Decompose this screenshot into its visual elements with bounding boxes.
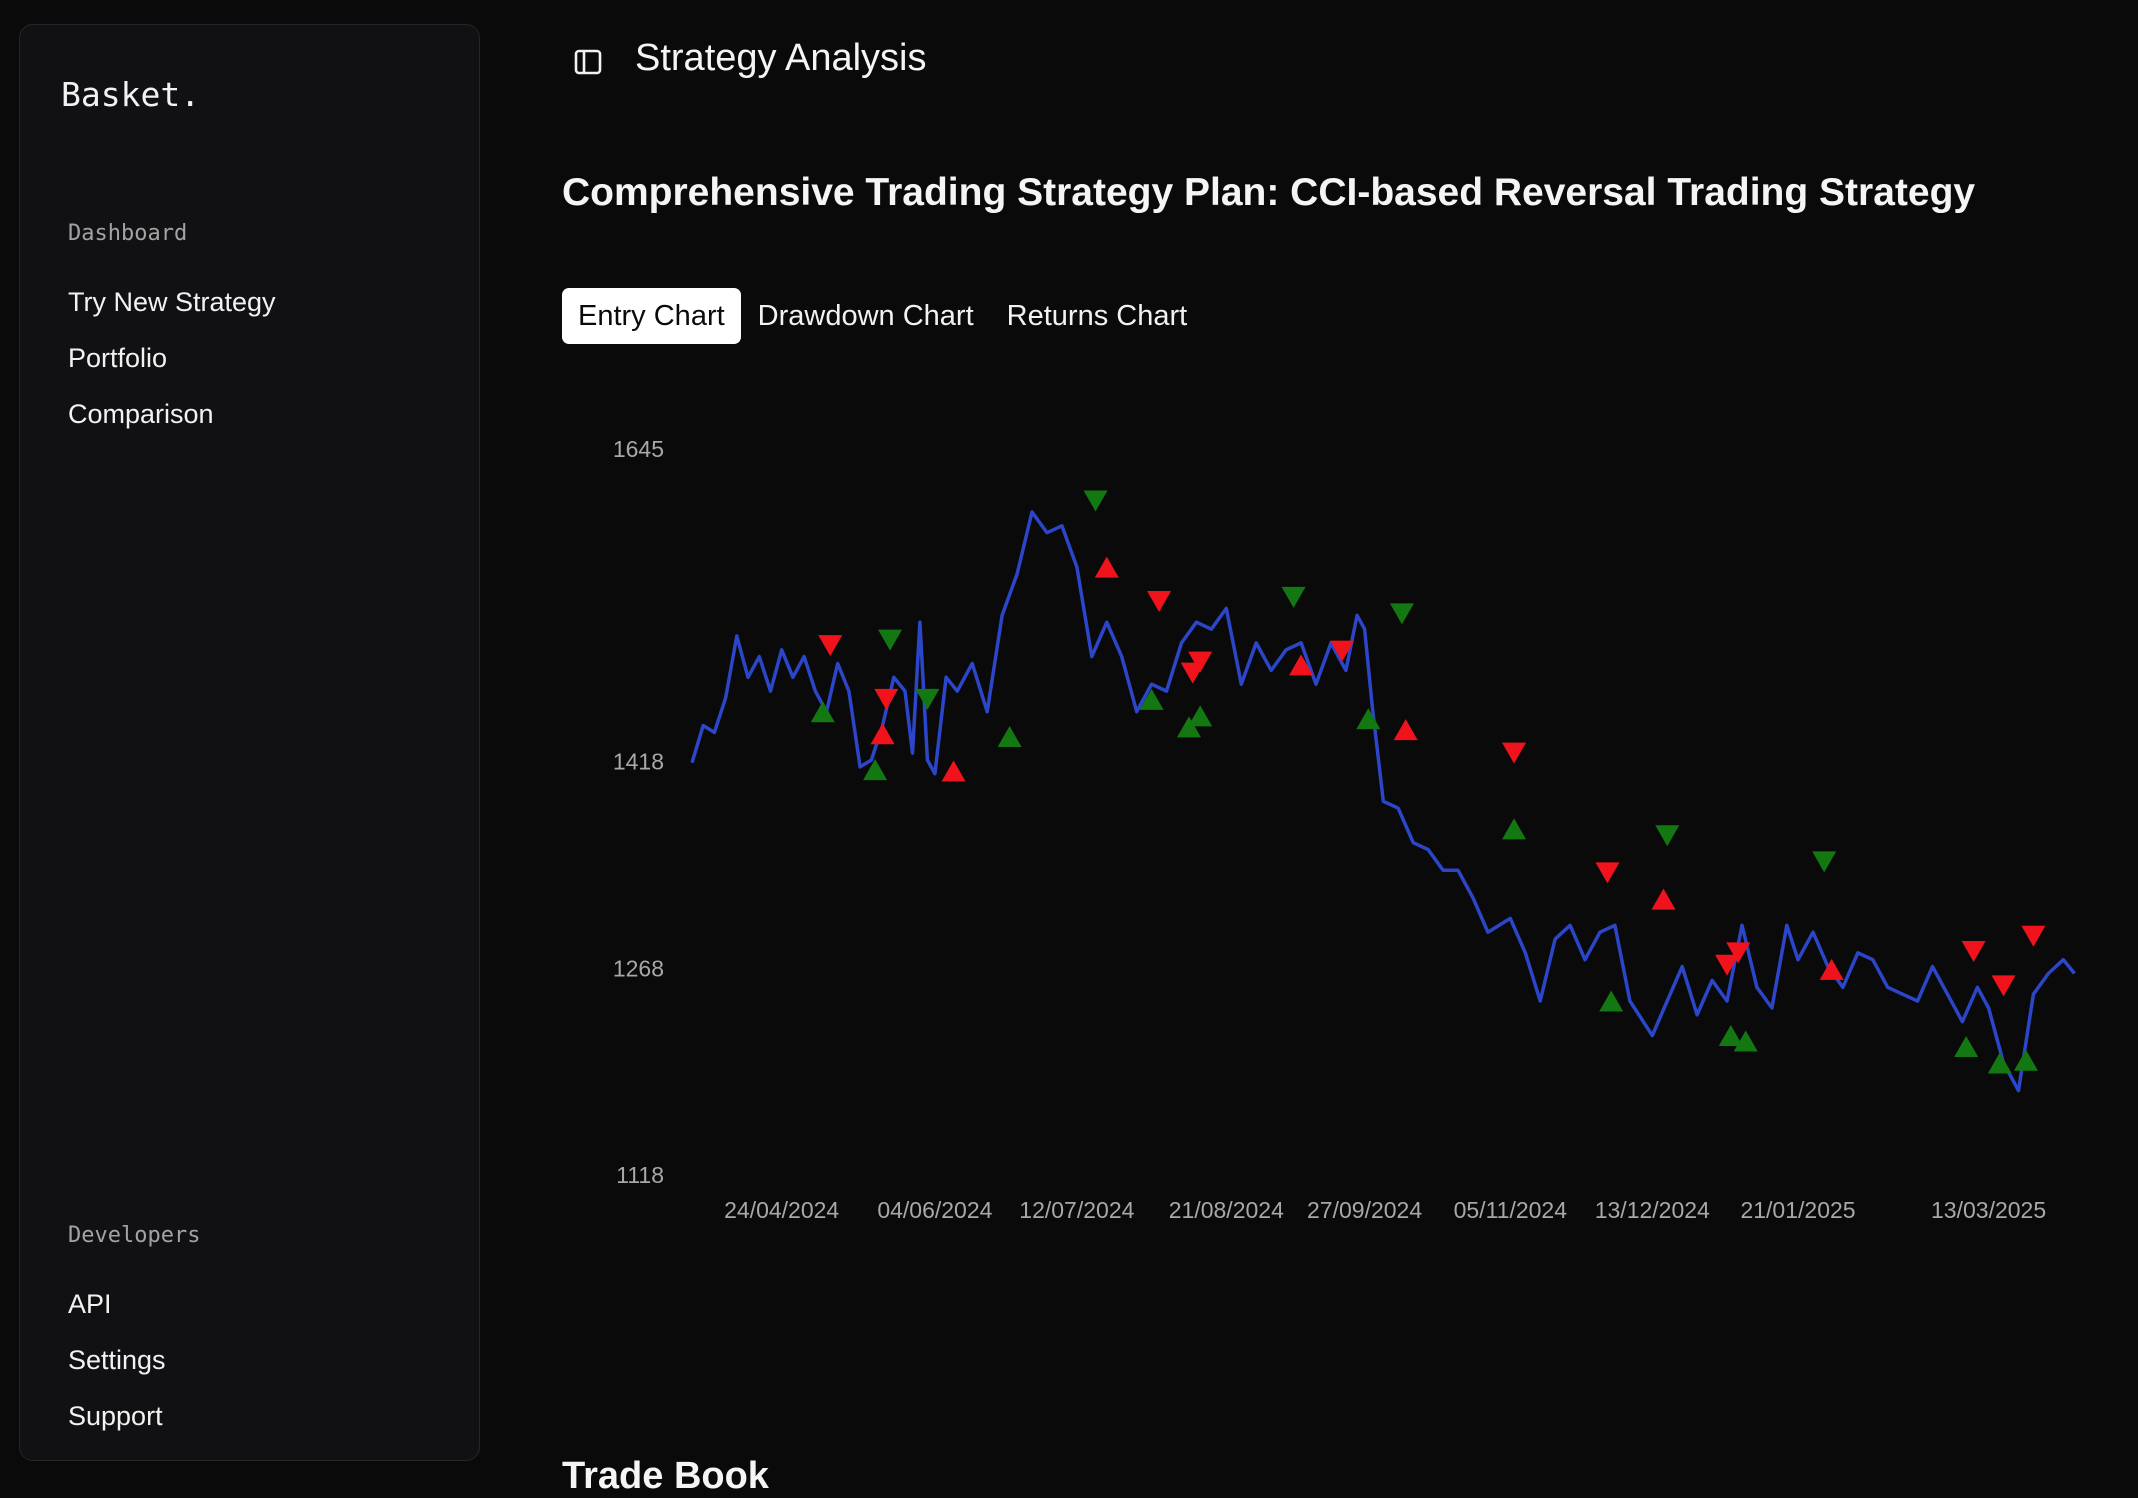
sell-marker-down <box>1991 975 2016 997</box>
main-content: Strategy Analysis Comprehensive Trading … <box>562 0 2138 1497</box>
sidebar-toggle-icon <box>574 49 602 75</box>
sell-marker-down <box>1715 954 1740 976</box>
buy-marker-down <box>1389 603 1414 625</box>
buy-marker-up <box>1176 716 1201 738</box>
y-tick-label: 1118 <box>616 1162 664 1188</box>
buy-marker-up <box>1987 1052 2012 1074</box>
sell-marker-down <box>1147 591 1172 613</box>
x-tick-label: 04/06/2024 <box>877 1197 992 1223</box>
x-tick-label: 21/08/2024 <box>1169 1197 1284 1223</box>
tab-returns-chart[interactable]: Returns Chart <box>1006 300 1188 332</box>
x-tick-label: 27/09/2024 <box>1307 1197 1422 1223</box>
sidebar-item-try-new-strategy[interactable]: Try New Strategy <box>68 287 276 317</box>
buy-marker-up <box>1356 708 1381 730</box>
buy-marker-up <box>1599 990 1624 1012</box>
trade-book-title: Trade Book <box>562 1455 769 1497</box>
tab-entry-chart[interactable]: Entry Chart <box>562 288 741 344</box>
y-tick-label: 1418 <box>613 749 664 775</box>
y-tick-label: 1268 <box>613 955 664 981</box>
sidebar-item-portfolio[interactable]: Portfolio <box>68 343 168 373</box>
sell-marker-up <box>870 723 895 745</box>
sell-marker-down <box>1961 940 1986 962</box>
sell-marker-down <box>1595 862 1620 884</box>
buy-marker-up <box>1733 1030 1758 1052</box>
strategy-heading: Comprehensive Trading Strategy Plan: CCI… <box>562 171 1976 214</box>
entry-chart-container: 1645 1418 1268 1118 24/04/2024 04/06/2024 12/0… <box>562 400 2092 1260</box>
app-logo[interactable]: Basket. <box>61 75 201 114</box>
buy-marker-up <box>997 726 1022 748</box>
y-tick-label: 1645 <box>613 436 664 462</box>
sell-marker-up <box>1651 888 1676 910</box>
sell-marker-down <box>1330 640 1355 662</box>
sell-marker-up <box>1289 654 1314 676</box>
x-tick-label: 13/03/2025 <box>1931 1197 2046 1223</box>
sell-marker-down <box>2021 925 2046 947</box>
x-tick-label: 05/11/2024 <box>1454 1197 1568 1223</box>
tab-drawdown-chart[interactable]: Drawdown Chart <box>757 300 974 332</box>
sell-marker-down <box>818 635 843 657</box>
sidebar-item-comparison[interactable]: Comparison <box>68 399 214 429</box>
sidebar: Basket. Dashboard Try New Strategy Portf… <box>19 24 480 1461</box>
sidebar-item-support[interactable]: Support <box>68 1401 163 1431</box>
sell-marker-up <box>941 760 966 782</box>
buy-marker-up <box>1188 705 1213 727</box>
x-tick-label: 21/01/2025 <box>1740 1197 1855 1223</box>
buy-marker-up <box>810 701 835 723</box>
sell-marker-up <box>1819 958 1844 980</box>
section-label-developers: Developers <box>68 1223 201 1248</box>
entry-chart: 1645 1418 1268 1118 24/04/2024 04/06/2024 12/0… <box>613 436 2076 1223</box>
section-label-dashboard: Dashboard <box>68 221 188 246</box>
buy-marker-down <box>1655 825 1680 847</box>
sidebar-toggle-button[interactable] <box>570 44 606 80</box>
price-line <box>690 510 2076 1093</box>
buy-marker-down <box>878 629 903 651</box>
buy-marker-down <box>1083 490 1108 512</box>
buy-marker-down <box>1812 851 1837 873</box>
chart-tabs: Entry Chart Drawdown Chart Returns Chart <box>562 288 1204 344</box>
buy-marker-up <box>1718 1024 1743 1046</box>
buy-marker-up <box>863 759 888 781</box>
buy-marker-up <box>2013 1049 2038 1071</box>
buy-marker-up <box>1139 688 1164 710</box>
sell-marker-up <box>1393 719 1418 741</box>
page-title: Strategy Analysis <box>635 37 927 79</box>
buy-marker-down <box>915 688 940 710</box>
x-tick-label: 13/12/2024 <box>1595 1197 1710 1223</box>
sell-marker-down <box>874 688 899 710</box>
sell-marker-down <box>1502 742 1527 764</box>
sell-marker-down <box>1188 651 1213 673</box>
sidebar-item-settings[interactable]: Settings <box>68 1345 166 1375</box>
buy-marker-up <box>1502 818 1527 840</box>
sell-marker-up <box>1094 556 1119 578</box>
buy-marker-up <box>1954 1036 1979 1058</box>
sidebar-item-api[interactable]: API <box>68 1289 112 1319</box>
x-tick-label: 24/04/2024 <box>724 1197 839 1223</box>
x-tick-label: 12/07/2024 <box>1019 1197 1134 1223</box>
buy-marker-down <box>1281 586 1306 608</box>
sell-marker-down <box>1726 942 1751 964</box>
